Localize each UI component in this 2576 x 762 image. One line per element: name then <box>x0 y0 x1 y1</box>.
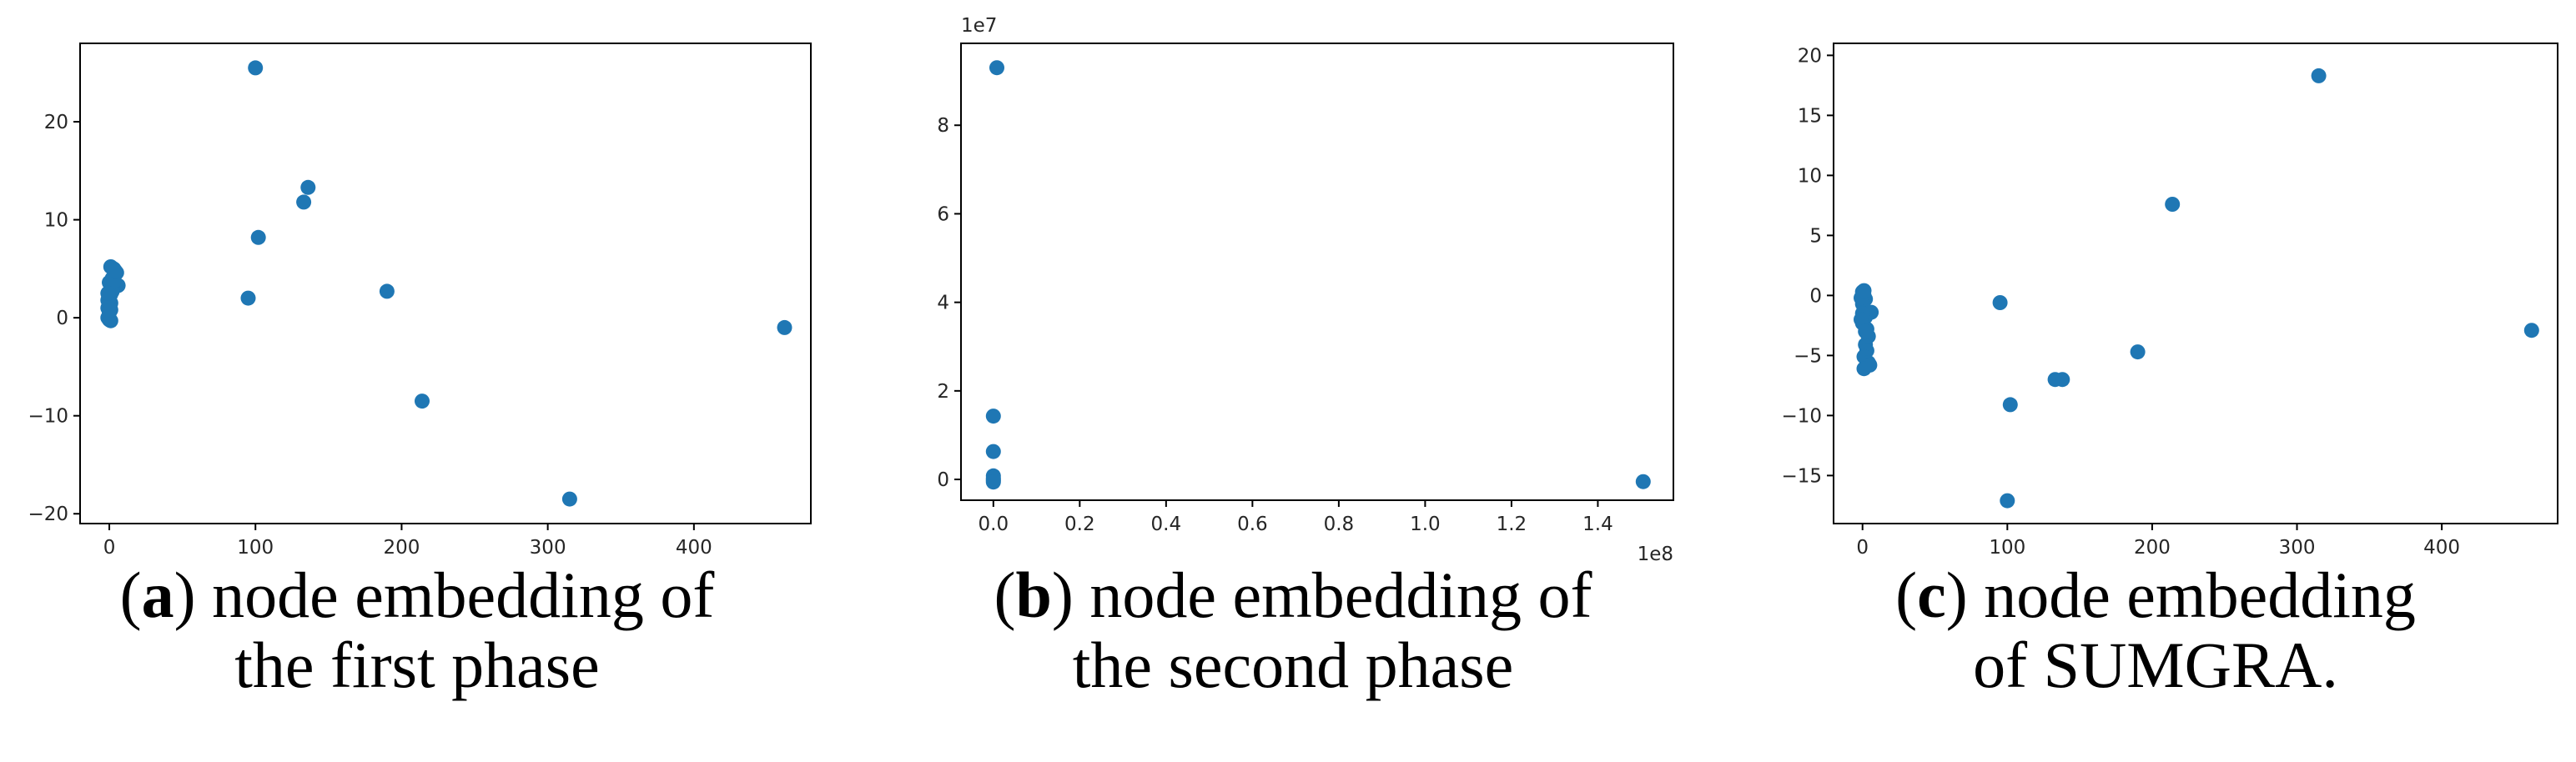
scatter-point <box>986 444 1001 459</box>
x-tick-label: 0.8 <box>1324 514 1355 535</box>
y-tick-label: 6 <box>937 203 949 225</box>
x-tick-label: 0.6 <box>1237 514 1268 535</box>
caption-c-text: node embedding <box>1968 559 2416 631</box>
scatter-point <box>2000 494 2015 509</box>
y-tick-label: −5 <box>1794 345 1822 367</box>
scatter-point <box>296 194 311 209</box>
scatter-point <box>2524 323 2539 338</box>
y-tick-label: −20 <box>28 504 68 525</box>
scatter-point <box>415 394 430 409</box>
x-tick-label: 300 <box>530 537 566 559</box>
x-tick-label: 1.0 <box>1410 514 1441 535</box>
y-tick-label: 15 <box>1798 105 1822 127</box>
y-tick-label: 10 <box>1798 165 1822 187</box>
scatter-point <box>989 60 1004 75</box>
x-tick-label: 200 <box>383 537 420 559</box>
scatter-point <box>2165 197 2180 212</box>
scatter-point <box>1858 324 1873 339</box>
scatter-point <box>251 230 266 245</box>
caption-c-line2: of SUMGRA. <box>1735 630 2576 700</box>
y-tick-label: 2 <box>937 381 949 403</box>
y-tick-label: 0 <box>56 308 68 329</box>
x-tick-label: 100 <box>1989 537 2025 559</box>
x-tick-label: 400 <box>2423 537 2460 559</box>
y-tick-label: 4 <box>937 293 949 314</box>
scatter-point <box>2055 372 2070 387</box>
scatter-point <box>380 283 395 298</box>
x-tick-label: 100 <box>237 537 274 559</box>
x-tick-label: 0 <box>1856 537 1869 559</box>
y-tick-label: 0 <box>1809 285 1822 307</box>
scatter-point <box>562 492 577 507</box>
scatter-point <box>100 286 115 301</box>
chart-panel-b: 0.0 0.2 0.4 0.6 0.8 1.0 1.2 1.4 0 2 4 6 8 1e7 1e8 (b) … <box>884 0 1702 762</box>
y-tick-label: −10 <box>28 406 68 428</box>
y-axis-exponent: 1e7 <box>961 15 997 37</box>
caption-b-letter: b <box>1015 559 1051 631</box>
scatter-point <box>2003 397 2018 412</box>
x-tick-label: 0.4 <box>1151 514 1182 535</box>
y-tick-label: 0 <box>937 469 949 491</box>
y-tick-label: 8 <box>937 115 949 137</box>
scatter-point <box>248 60 263 75</box>
y-tick-label: 20 <box>44 112 68 133</box>
caption-a-line2: the first phase <box>0 630 834 700</box>
y-tick-label: 10 <box>44 210 68 232</box>
x-tick-label: 0.2 <box>1064 514 1095 535</box>
caption-b: (b) node embedding of the second phase <box>884 560 1702 700</box>
scatter-point <box>2312 68 2327 83</box>
scatter-point <box>1857 361 1872 376</box>
x-tick-label: 400 <box>676 537 712 559</box>
plot-frame <box>1834 43 2558 524</box>
scatter-point <box>1636 474 1651 489</box>
chart-panel-a: 0 100 200 300 400 −20 −10 0 10 20 (a) node embedd… <box>0 0 834 762</box>
caption-c-letter: c <box>1917 559 1946 631</box>
x-tick-label: 1.2 <box>1497 514 1527 535</box>
scatter-point <box>103 303 118 318</box>
x-tick-label: 200 <box>2134 537 2171 559</box>
x-tick-label: 0 <box>103 537 116 559</box>
scatter-point <box>2131 344 2146 359</box>
chart-panel-c: 0 100 200 300 400 −15 −10 −5 0 5 10 15 20 (c) node e… <box>1735 0 2576 762</box>
caption-b-text: node embedding of <box>1074 559 1592 631</box>
y-tick-label: 20 <box>1798 45 1822 67</box>
scatter-point <box>777 320 792 335</box>
y-tick-label: 5 <box>1809 225 1822 247</box>
plot-frame <box>80 43 811 524</box>
scatter-point <box>1993 295 2008 310</box>
scatter-point <box>986 409 1001 424</box>
caption-c: (c) node embedding of SUMGRA. <box>1735 560 2576 700</box>
plot-frame <box>961 43 1673 500</box>
scatter-point <box>300 180 315 195</box>
caption-a-text: node embedding of <box>196 559 715 631</box>
caption-a-letter: a <box>142 559 174 631</box>
caption-b-line2: the second phase <box>884 630 1702 700</box>
caption-a: (a) node embedding of the first phase <box>0 560 834 700</box>
y-tick-label: −15 <box>1781 465 1822 487</box>
x-tick-label: 1.4 <box>1582 514 1613 535</box>
y-tick-label: −10 <box>1781 405 1822 427</box>
x-tick-label: 0.0 <box>979 514 1009 535</box>
scatter-point <box>986 474 1001 489</box>
scatter-point <box>241 291 256 306</box>
x-tick-label: 300 <box>2279 537 2316 559</box>
scatter-point <box>1857 283 1872 298</box>
scatter-point <box>108 263 123 278</box>
